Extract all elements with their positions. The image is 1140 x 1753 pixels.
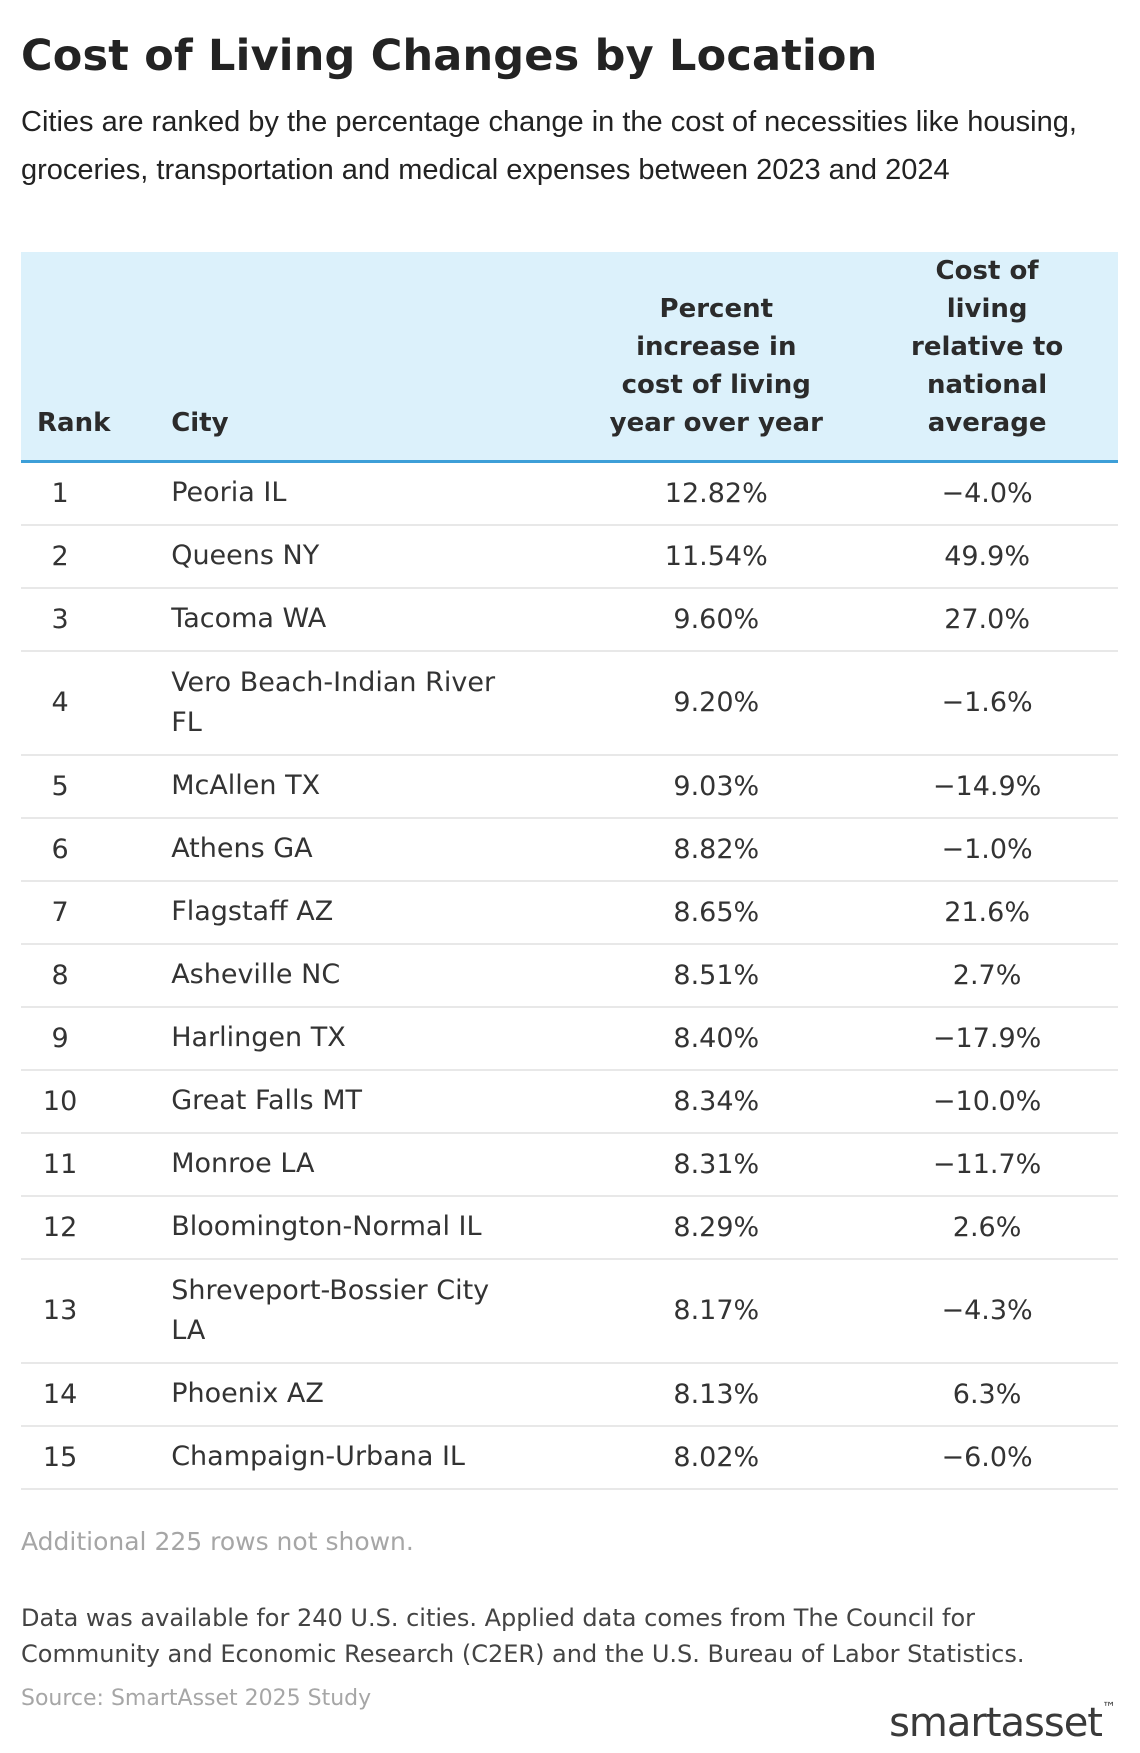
cell-relative-cost: −4.0% bbox=[856, 461, 1118, 526]
cell-percent-increase: 9.60% bbox=[576, 587, 857, 652]
header-rank: Rank bbox=[21, 252, 172, 463]
cell-rank: 7 bbox=[21, 880, 172, 945]
cell-city: McAllen TX bbox=[171, 754, 577, 819]
cell-rank: 4 bbox=[21, 650, 172, 756]
cell-relative-cost: 27.0% bbox=[856, 587, 1118, 652]
cell-city: Harlingen TX bbox=[171, 1006, 577, 1071]
cell-relative-cost: −17.9% bbox=[856, 1006, 1118, 1071]
table-row: 8 Asheville NC 8.51% 2.7% bbox=[21, 943, 1118, 1008]
cell-city: Tacoma WA bbox=[171, 587, 577, 652]
logo-trademark: ™ bbox=[1102, 1700, 1116, 1716]
cell-relative-cost: −11.7% bbox=[856, 1132, 1118, 1197]
cell-city: Champaign-Urbana IL bbox=[171, 1425, 577, 1490]
chart-container: Cost of Living Changes by Location Citie… bbox=[21, 0, 1118, 1711]
cell-percent-increase: 8.31% bbox=[576, 1132, 857, 1197]
table-row: 6 Athens GA 8.82% −1.0% bbox=[21, 817, 1118, 882]
rows-hidden-note: Additional 225 rows not shown. bbox=[21, 1526, 414, 1556]
header-relative-cost-text: Cost of living relative to national aver… bbox=[911, 256, 1064, 438]
cell-city: Asheville NC bbox=[171, 943, 577, 1008]
cell-city: Monroe LA bbox=[171, 1132, 577, 1197]
cell-city-text: Vero Beach-Indian River FL bbox=[171, 666, 496, 738]
cell-percent-increase: 8.29% bbox=[576, 1195, 857, 1260]
cell-city: Queens NY bbox=[171, 524, 577, 589]
smartasset-logo: smartasset™ bbox=[889, 1700, 1116, 1746]
cell-rank: 3 bbox=[21, 587, 172, 652]
header-percent-increase: Percent increase in cost of living year … bbox=[576, 252, 857, 463]
cell-rank: 14 bbox=[21, 1362, 172, 1427]
table-row: 3 Tacoma WA 9.60% 27.0% bbox=[21, 587, 1118, 652]
page-title: Cost of Living Changes by Location bbox=[21, 31, 878, 81]
table-row: 5 McAllen TX 9.03% −14.9% bbox=[21, 754, 1118, 819]
table-row: 13 Shreveport-Bossier City LA 8.17% −4.3% bbox=[21, 1258, 1118, 1364]
cell-rank: 15 bbox=[21, 1425, 172, 1490]
table-row: 14 Phoenix AZ 8.13% 6.3% bbox=[21, 1362, 1118, 1427]
data-table: Rank City Percent increase in cost of li… bbox=[21, 252, 1118, 1490]
cell-relative-cost: −10.0% bbox=[856, 1069, 1118, 1134]
cell-city: Phoenix AZ bbox=[171, 1362, 577, 1427]
cell-city: Athens GA bbox=[171, 817, 577, 882]
data-note: Data was available for 240 U.S. cities. … bbox=[21, 1603, 1025, 1668]
cell-relative-cost: 2.7% bbox=[856, 943, 1118, 1008]
cell-city-text: Shreveport-Bossier City LA bbox=[171, 1274, 490, 1346]
cell-relative-cost: −1.6% bbox=[856, 650, 1118, 756]
cell-percent-increase: 8.82% bbox=[576, 817, 857, 882]
cell-percent-increase: 12.82% bbox=[576, 461, 857, 526]
table-row: 15 Champaign-Urbana IL 8.02% −6.0% bbox=[21, 1425, 1118, 1490]
table-row: 7 Flagstaff AZ 8.65% 21.6% bbox=[21, 880, 1118, 945]
cell-rank: 8 bbox=[21, 943, 172, 1008]
cell-percent-increase: 8.02% bbox=[576, 1425, 857, 1490]
cell-relative-cost: −6.0% bbox=[856, 1425, 1118, 1490]
cell-relative-cost: −14.9% bbox=[856, 754, 1118, 819]
cell-rank: 10 bbox=[21, 1069, 172, 1134]
cell-city: Flagstaff AZ bbox=[171, 880, 577, 945]
table-header-row: Rank City Percent increase in cost of li… bbox=[21, 252, 1118, 463]
table-row: 9 Harlingen TX 8.40% −17.9% bbox=[21, 1006, 1118, 1071]
table-row: 2 Queens NY 11.54% 49.9% bbox=[21, 524, 1118, 589]
header-percent-increase-text: Percent increase in cost of living year … bbox=[609, 294, 823, 438]
cell-relative-cost: 49.9% bbox=[856, 524, 1118, 589]
cell-percent-increase: 8.17% bbox=[576, 1258, 857, 1364]
logo-text: smartasset bbox=[889, 1700, 1103, 1746]
cell-city: Shreveport-Bossier City LA bbox=[171, 1258, 577, 1364]
cell-percent-increase: 9.03% bbox=[576, 754, 857, 819]
cell-percent-increase: 8.13% bbox=[576, 1362, 857, 1427]
table-row: 1 Peoria IL 12.82% −4.0% bbox=[21, 461, 1118, 526]
cell-relative-cost: 2.6% bbox=[856, 1195, 1118, 1260]
cell-relative-cost: 21.6% bbox=[856, 880, 1118, 945]
header-relative-cost: Cost of living relative to national aver… bbox=[856, 252, 1118, 463]
cell-rank: 1 bbox=[21, 461, 172, 526]
source-note: Source: SmartAsset 2025 Study bbox=[21, 1685, 372, 1711]
page-subtitle: Cities are ranked by the percentage chan… bbox=[21, 106, 1077, 186]
cell-rank: 2 bbox=[21, 524, 172, 589]
cell-relative-cost: −4.3% bbox=[856, 1258, 1118, 1364]
cell-rank: 13 bbox=[21, 1258, 172, 1364]
cell-city: Peoria IL bbox=[171, 461, 577, 526]
table-row: 10 Great Falls MT 8.34% −10.0% bbox=[21, 1069, 1118, 1134]
cell-rank: 11 bbox=[21, 1132, 172, 1197]
cell-relative-cost: 6.3% bbox=[856, 1362, 1118, 1427]
cell-rank: 6 bbox=[21, 817, 172, 882]
cell-percent-increase: 8.51% bbox=[576, 943, 857, 1008]
header-city: City bbox=[171, 252, 577, 463]
cell-percent-increase: 8.34% bbox=[576, 1069, 857, 1134]
cell-relative-cost: −1.0% bbox=[856, 817, 1118, 882]
cell-percent-increase: 8.65% bbox=[576, 880, 857, 945]
cell-city: Bloomington-Normal IL bbox=[171, 1195, 577, 1260]
cell-percent-increase: 9.20% bbox=[576, 650, 857, 756]
table-row: 11 Monroe LA 8.31% −11.7% bbox=[21, 1132, 1118, 1197]
cell-rank: 12 bbox=[21, 1195, 172, 1260]
cell-city: Vero Beach-Indian River FL bbox=[171, 650, 577, 756]
table-body: 1 Peoria IL 12.82% −4.0% 2 Queens NY 11.54% 49.… bbox=[21, 461, 1118, 1490]
cell-percent-increase: 8.40% bbox=[576, 1006, 857, 1071]
table-row: 12 Bloomington-Normal IL 8.29% 2.6% bbox=[21, 1195, 1118, 1260]
cell-city: Great Falls MT bbox=[171, 1069, 577, 1134]
cell-percent-increase: 11.54% bbox=[576, 524, 857, 589]
table-row: 4 Vero Beach-Indian River FL 9.20% −1.6% bbox=[21, 650, 1118, 756]
cell-rank: 9 bbox=[21, 1006, 172, 1071]
cell-rank: 5 bbox=[21, 754, 172, 819]
